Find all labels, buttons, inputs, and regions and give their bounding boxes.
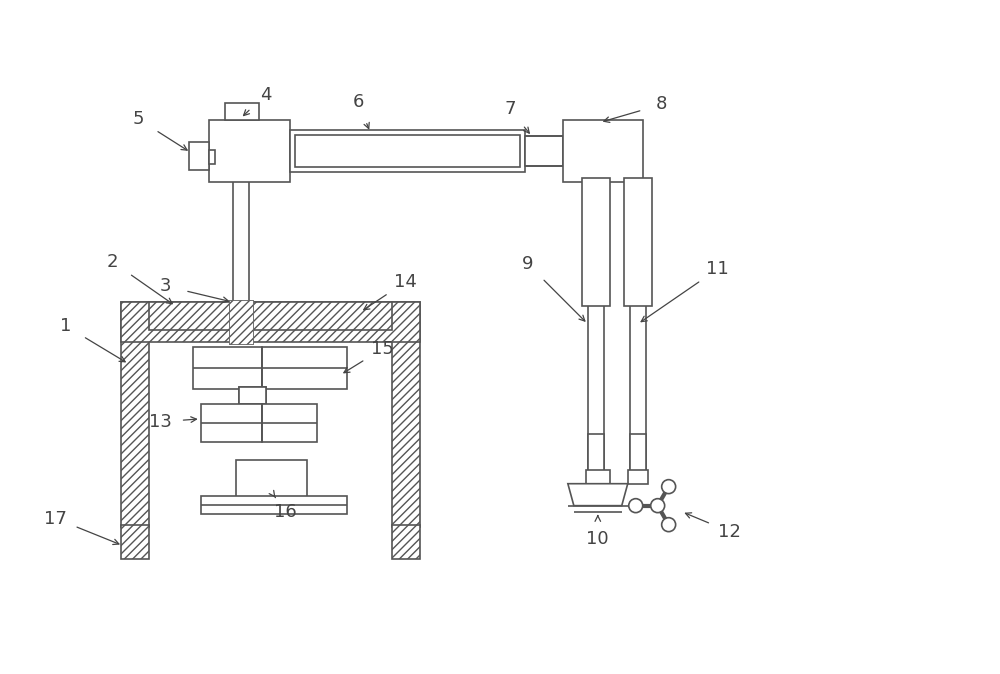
Text: 5: 5	[133, 111, 144, 129]
Text: 16: 16	[274, 503, 297, 520]
Bar	[121, 302, 149, 526]
Bar	[229, 300, 253, 344]
Bar	[201, 495, 347, 514]
Circle shape	[651, 499, 665, 513]
Bar	[121, 302, 420, 342]
Text: 3: 3	[160, 277, 171, 295]
Bar	[290, 131, 525, 173]
Text: 1: 1	[60, 317, 72, 335]
Text: 10: 10	[586, 530, 609, 547]
Bar	[525, 136, 563, 166]
Text: 7: 7	[504, 100, 516, 119]
Circle shape	[662, 480, 676, 493]
Bar	[262, 404, 317, 441]
Bar	[189, 142, 209, 171]
Bar	[588, 434, 604, 472]
Bar	[149, 302, 392, 330]
Text: 13: 13	[149, 412, 172, 431]
Bar	[239, 387, 266, 404]
Bar	[225, 104, 259, 121]
Circle shape	[629, 499, 643, 513]
Bar	[239, 387, 266, 404]
Bar	[392, 302, 420, 526]
Text: 14: 14	[394, 273, 417, 291]
Text: 15: 15	[371, 340, 394, 358]
Bar	[262, 347, 347, 389]
Bar	[392, 524, 420, 559]
Bar	[630, 434, 646, 472]
Bar	[624, 179, 652, 306]
Text: 8: 8	[656, 96, 667, 113]
Text: 9: 9	[522, 255, 534, 273]
Text: 4: 4	[260, 86, 271, 104]
Bar	[563, 121, 643, 183]
Bar	[209, 150, 215, 164]
Bar	[236, 460, 307, 497]
Text: 6: 6	[353, 94, 364, 111]
Circle shape	[662, 518, 676, 532]
Text: 2: 2	[107, 253, 119, 271]
Text: 17: 17	[44, 510, 67, 528]
Bar	[628, 470, 648, 484]
Bar	[209, 121, 290, 183]
Bar	[201, 404, 262, 441]
Bar	[586, 470, 610, 484]
Polygon shape	[568, 484, 628, 506]
Text: 12: 12	[718, 522, 741, 541]
Bar	[193, 347, 262, 389]
Bar	[295, 135, 520, 167]
Bar	[582, 179, 610, 306]
Bar	[121, 524, 149, 559]
Text: 11: 11	[706, 260, 729, 278]
Bar	[229, 300, 253, 344]
